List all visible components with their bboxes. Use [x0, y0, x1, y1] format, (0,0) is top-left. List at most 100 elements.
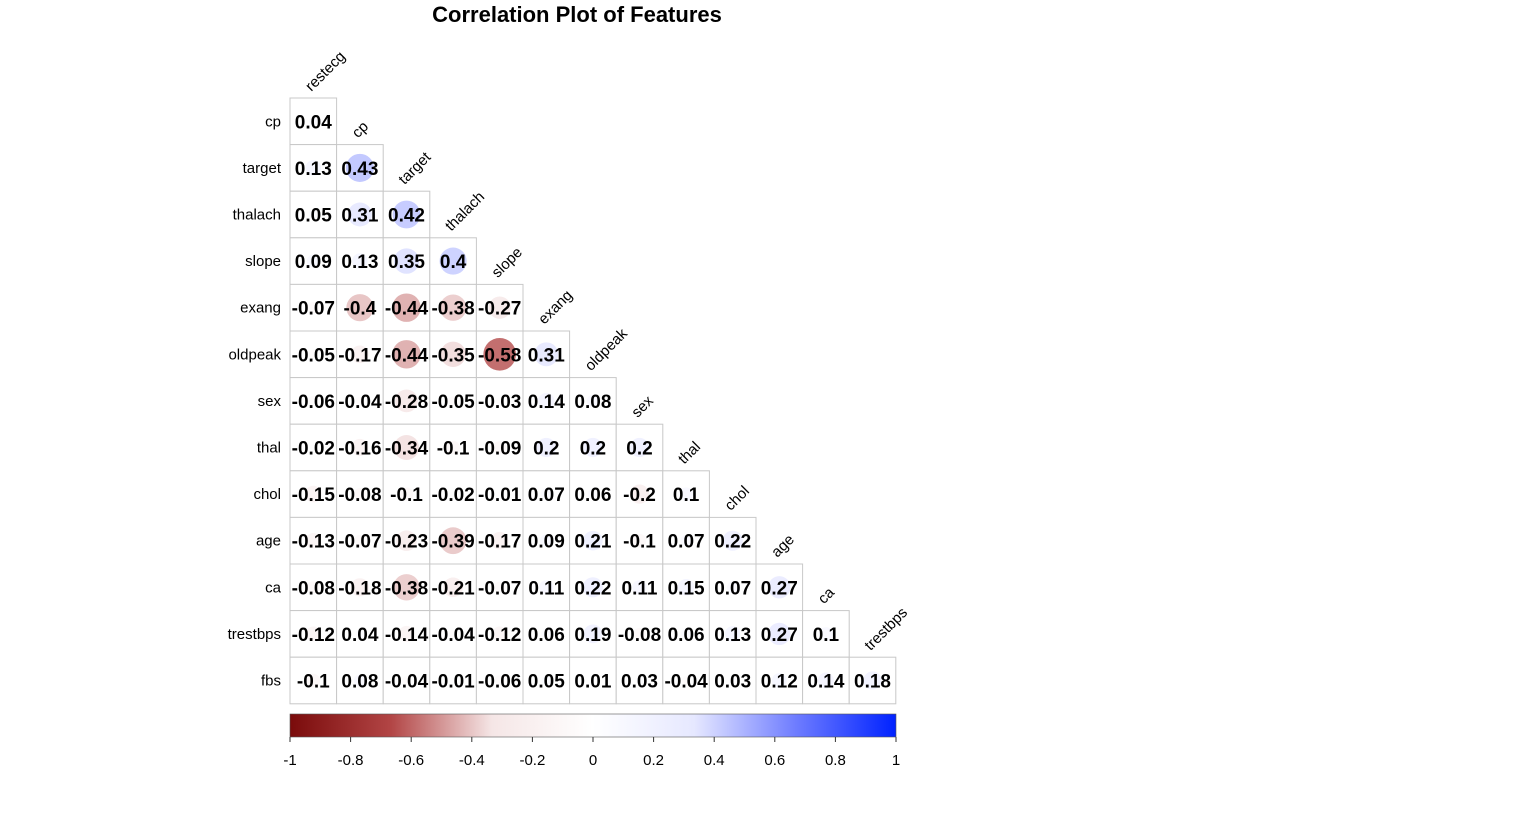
glyph-exang-slope [488, 296, 511, 319]
glyph-sex-cp [355, 396, 365, 406]
value-label: -0.09 [478, 439, 521, 460]
column-label-trestbps: trestbps [861, 604, 911, 654]
chart-title: Correlation Plot of Features [432, 2, 722, 27]
glyph-chol-cp [353, 488, 366, 501]
glyph-thal-target [394, 435, 419, 460]
value-label: -0.06 [292, 392, 335, 413]
value-label: 0.13 [295, 159, 332, 180]
row-label-exang: exang [240, 300, 281, 317]
glyph-sex-slope [495, 397, 504, 405]
value-label: 0.1 [813, 625, 840, 646]
glyph-fbs-trestbps [863, 671, 882, 690]
value-label: 0.43 [341, 159, 378, 180]
value-label: -0.04 [338, 392, 382, 413]
value-label: -0.07 [478, 578, 521, 599]
value-label: 0.14 [528, 392, 565, 413]
value-label: 0.05 [528, 672, 565, 693]
glyph-fbs-chol [728, 676, 737, 685]
colorbar-tick-label: -0.8 [338, 752, 364, 769]
value-label: -0.04 [385, 672, 429, 693]
value-label: -0.27 [478, 299, 521, 320]
glyph-chol-slope [497, 491, 502, 497]
glyph-fbs-oldpeak [590, 678, 596, 683]
colorbar-gradient [289, 713, 897, 738]
value-label: -0.06 [478, 672, 521, 693]
glyph-fbs-ca [817, 672, 834, 689]
row-label-trestbps: trestbps [228, 626, 281, 643]
glyph-thal-thalach [446, 440, 460, 455]
glyph-fbs-thalach [450, 678, 456, 683]
column-label-chol: chol [722, 483, 753, 514]
glyph-ca-target [393, 574, 420, 601]
glyph-trestbps-target [398, 625, 415, 642]
value-label: -0.23 [385, 532, 428, 553]
value-label: 0.2 [626, 439, 652, 460]
colorbar-tick-label: -0.6 [398, 752, 424, 769]
row-label-cp: cp [265, 113, 281, 130]
glyph-sex-exang [538, 392, 555, 409]
value-label: -0.07 [292, 299, 335, 320]
value-label: 0.31 [528, 345, 565, 366]
glyph-oldpeak-thalach [440, 341, 466, 367]
glyph-age-sex [632, 533, 647, 548]
value-label: -0.1 [437, 439, 470, 460]
value-label: 0.12 [761, 672, 798, 693]
glyph-cp-restecg [309, 117, 318, 126]
glyph-fbs-exang [541, 675, 552, 686]
value-label: -0.1 [623, 532, 656, 553]
value-label: -0.03 [478, 392, 521, 413]
glyph-thal-exang [536, 437, 556, 458]
colorbar-tick-label: 0.4 [704, 752, 725, 769]
glyph-fbs-thal [681, 676, 691, 685]
glyph-ca-cp [350, 578, 369, 597]
value-label: -0.12 [292, 625, 335, 646]
value-label: -0.04 [431, 625, 475, 646]
glyph-sex-restecg [308, 395, 319, 407]
value-label: -0.1 [390, 485, 423, 506]
value-label: 0.07 [528, 485, 565, 506]
glyph-ca-slope [494, 581, 506, 593]
value-label: 0.14 [807, 672, 844, 693]
row-label-oldpeak: oldpeak [228, 346, 281, 363]
colorbar: -1 -0.8 -0.6 -0.4 -0.2 0 0.2 0.4 0.6 0.8 1 [283, 713, 900, 769]
row-labels: cp target thalach slope exang oldpeak sex thal c… [228, 113, 282, 689]
row-label-thalach: thalach [233, 207, 281, 224]
glyph-fbs-slope [494, 675, 505, 686]
glyph-age-exang [539, 534, 553, 548]
value-label: -0.17 [338, 345, 381, 366]
glyph-age-chol [722, 530, 743, 551]
glyph-sex-thalach [448, 396, 458, 406]
glyph-trestbps-cp [355, 629, 365, 639]
row-label-fbs: fbs [261, 673, 281, 690]
glyph-layer [305, 117, 882, 690]
value-label: 0.27 [761, 625, 798, 646]
value-label: -0.08 [338, 485, 381, 506]
colorbar-tick-label: -0.4 [459, 752, 485, 769]
glyph-ca-age [768, 576, 791, 599]
value-label: -0.14 [385, 625, 429, 646]
glyph-trestbps-restecg [305, 626, 321, 642]
value-label: -0.13 [292, 532, 335, 553]
value-label: 0.2 [580, 439, 606, 460]
colorbar-tick-label: 0.2 [643, 752, 664, 769]
value-label: -0.08 [618, 625, 661, 646]
glyph-chol-thalach [450, 491, 457, 498]
value-label: -0.38 [385, 578, 428, 599]
value-label: 0.21 [574, 532, 611, 553]
glyph-chol-oldpeak [587, 488, 599, 500]
glyph-age-thalach [439, 527, 467, 555]
glyph-thal-oldpeak [583, 437, 603, 458]
cell-slope-cp [336, 237, 384, 285]
colorbar-tick-label: 1 [892, 752, 900, 769]
cell-exang-thalach [429, 283, 477, 332]
value-label: 0.19 [574, 625, 611, 646]
value-label: 0.1 [673, 485, 700, 506]
glyph-oldpeak-exang [534, 342, 559, 367]
colorbar-tick-label: 0.8 [825, 752, 846, 769]
value-label: -0.16 [338, 439, 381, 460]
glyph-slope-thalach [439, 247, 467, 275]
glyph-trestbps-thalach [448, 629, 458, 639]
value-label: -0.01 [431, 672, 475, 693]
glyph-thalach-target [392, 200, 421, 229]
